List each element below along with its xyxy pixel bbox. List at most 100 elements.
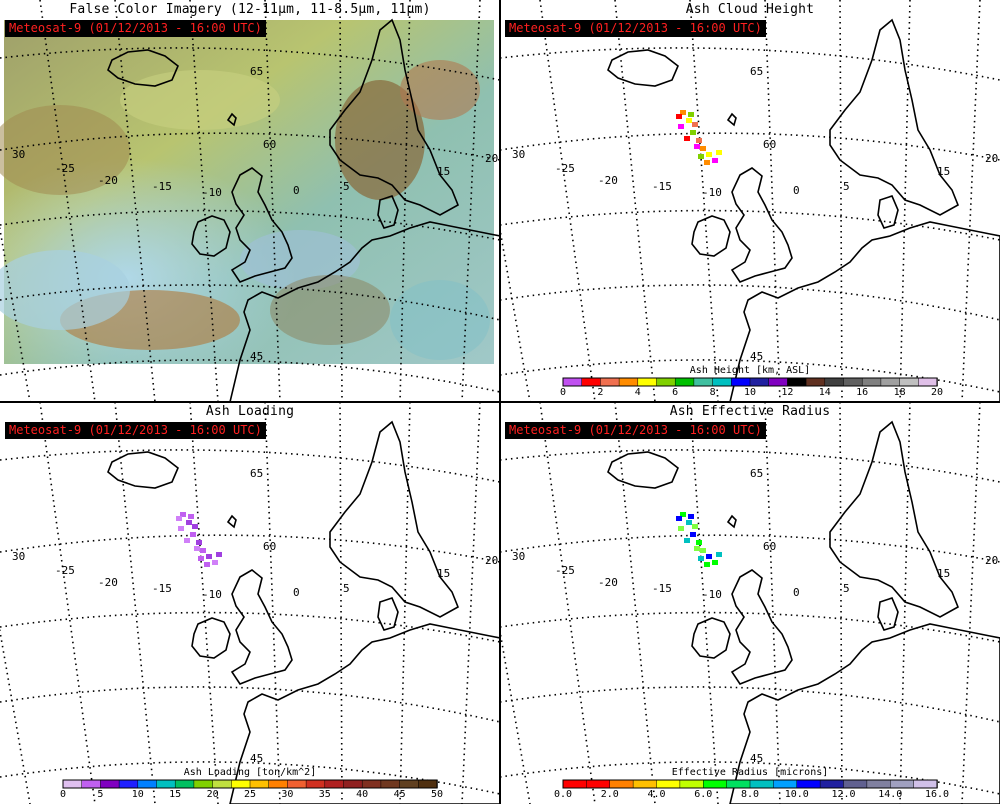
graticule <box>500 0 1000 402</box>
lat-label: 65 <box>750 467 763 480</box>
colorbar-swatch <box>918 377 938 387</box>
lon-label: 20 <box>485 554 498 567</box>
colorbar-swatch <box>768 377 789 387</box>
colorbar-tick-label: 0.0 <box>553 789 573 800</box>
colorbar-frame <box>62 779 438 789</box>
lon-label: -20 <box>98 174 118 187</box>
ash-pixel <box>694 546 700 551</box>
ash-pixel <box>712 158 718 163</box>
lat-label: 60 <box>263 540 276 553</box>
ash-pixel <box>184 538 190 543</box>
lon-label: -10 <box>202 186 222 199</box>
ash-pixel <box>196 540 202 545</box>
false-color-panel: 65 60 45 30 -25 -20 -15 -10 0 5 15 20 False Color I… <box>0 0 500 402</box>
meridian-2 <box>114 0 156 402</box>
ash-pixel <box>680 512 686 517</box>
colorbar-label: Ash Height [km, ASL] <box>689 365 811 376</box>
lon-label: -25 <box>555 162 575 175</box>
colorbar-tick-label: 20 <box>930 387 944 398</box>
great-britain-coast <box>230 167 293 283</box>
colorbar-swatch <box>100 779 120 789</box>
lon-label: 30 <box>512 148 525 161</box>
colorbar-swatch <box>637 377 658 387</box>
colorbar-swatch <box>726 779 751 789</box>
colorbar-swatch <box>287 779 307 789</box>
iceland-coast <box>107 451 179 489</box>
ash-pixel <box>704 562 710 567</box>
lon-label: -15 <box>652 180 672 193</box>
meridian-7 <box>461 402 481 804</box>
timestamp-badge: Meteosat-9 (01/12/2013 - 16:00 UTC) <box>5 20 266 37</box>
graticule <box>500 402 1000 804</box>
lon-label: -25 <box>55 564 75 577</box>
ash-pixel <box>690 130 696 135</box>
lon-label: -25 <box>55 162 75 175</box>
colorbar-tick-label: 0 <box>559 387 567 398</box>
colorbar-tick-label: 6 <box>672 387 679 398</box>
lat-label: 65 <box>750 65 763 78</box>
ash-height-plume <box>676 110 722 165</box>
panel-title: False Color Imagery (12-11µm, 11-8.5µm, … <box>69 2 431 17</box>
colorbar-swatch <box>805 377 826 387</box>
lat-label: 60 <box>763 138 776 151</box>
ireland-coast <box>191 215 231 257</box>
colorbar <box>62 779 438 789</box>
panel-title: Ash Cloud Height <box>685 2 815 17</box>
ash-pixel <box>690 532 696 537</box>
lon-label: -20 <box>598 576 618 589</box>
colorbar-label: Effective Radius [microns] <box>671 767 829 778</box>
colorbar-swatch <box>137 779 158 789</box>
ash-pixel <box>716 150 722 155</box>
meridian-6 <box>399 0 411 402</box>
meridian-4 <box>264 402 281 804</box>
colorbar-swatch <box>632 779 658 789</box>
ireland-coast <box>691 617 731 659</box>
ash-pixel <box>706 152 712 157</box>
colorbar-swatch <box>62 779 83 789</box>
colorbar-tick-label: 2 <box>597 387 604 398</box>
ash-pixel <box>706 554 712 559</box>
colorbar-swatch <box>731 377 751 387</box>
ash-pixel <box>684 538 690 543</box>
colorbar-swatch <box>843 377 863 387</box>
ash-pixel <box>704 160 710 165</box>
lon-label: 5 <box>343 582 350 595</box>
panel-title: Ash Effective Radius <box>669 404 831 419</box>
ash-pixel <box>698 556 704 561</box>
colorbar-swatch <box>749 779 775 789</box>
meridian-5 <box>839 402 843 804</box>
graticule <box>0 402 500 804</box>
colorbar-swatch <box>193 779 214 789</box>
colorbar-tick-label: 4 <box>634 387 641 398</box>
lon-label: 5 <box>843 582 850 595</box>
colorbar-swatch <box>819 779 845 789</box>
ash-pixel <box>678 124 684 129</box>
lon-label: 20 <box>985 554 998 567</box>
lon-label: -15 <box>152 180 172 193</box>
colorbar-label: Ash Loading [ton/km^2] <box>183 767 317 778</box>
colorbar-tick-label: 8 <box>709 387 716 398</box>
great-britain-coast <box>730 167 793 283</box>
colorbar-swatch <box>656 377 676 387</box>
colorbar-swatch <box>861 377 882 387</box>
lon-label: 15 <box>437 567 450 580</box>
colorbar-swatch <box>324 779 345 789</box>
scandinavia-coast <box>829 420 960 618</box>
ash-effective-radius-panel: 65 60 45 30 -25 -20 -15 -10 0 5 15 20 Ash Effective… <box>500 402 1000 804</box>
denmark-coast <box>377 597 399 631</box>
colorbar-swatch <box>600 377 620 387</box>
ash-loading-plume <box>176 512 222 567</box>
false-color-image: 65 60 45 30 -25 -20 -15 -10 0 5 15 20 <box>0 0 500 402</box>
ash-pixel <box>216 552 222 557</box>
colorbar-tick-label: 10.0 <box>784 789 809 800</box>
lon-label: -10 <box>702 588 722 601</box>
colorbar-tick-label: 35 <box>318 789 331 800</box>
ash-loading-panel: 65 60 45 30 -25 -20 -15 -10 0 5 15 20 Ash Loading M… <box>0 402 500 804</box>
ash-pixel <box>676 516 682 521</box>
colorbar-swatch <box>586 779 611 789</box>
continent-coast <box>229 221 500 402</box>
colorbar-tick-label: 16 <box>856 387 869 398</box>
meridian-5 <box>339 402 343 804</box>
meridian-4 <box>764 0 781 402</box>
lon-label: -20 <box>598 174 618 187</box>
